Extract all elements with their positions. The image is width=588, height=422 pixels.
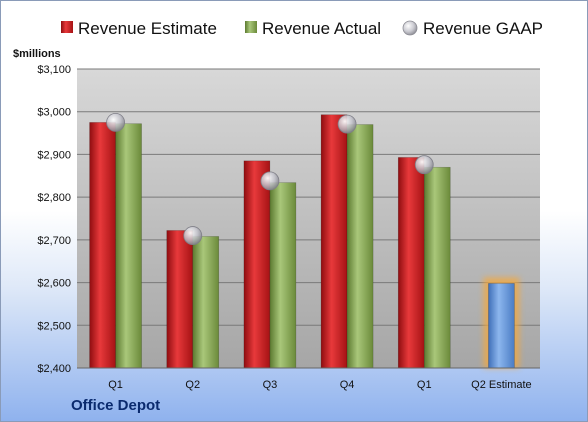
legend-label-revenue-estimate: Revenue Estimate: [78, 19, 217, 38]
x-tick-label: Q1: [417, 379, 432, 391]
x-tick-label: Q2: [185, 379, 200, 391]
y-tick-label: $2,600: [37, 278, 71, 290]
bars: [89, 114, 520, 369]
bar-revenue-estimate: [89, 122, 116, 369]
bar-revenue-actual: [423, 166, 451, 369]
bar-revenue-estimate: [243, 160, 271, 369]
gaap-markers: [106, 112, 434, 245]
plot-area: [77, 69, 540, 368]
y-axis-ticks: $2,400 $2,500 $2,600 $2,700 $2,800 $2,900 $3,0…: [37, 64, 71, 375]
bar-revenue-actual: [269, 182, 297, 369]
marker-revenue-gaap: [337, 114, 357, 134]
marker-revenue-gaap: [183, 226, 203, 245]
bar-revenue-actual: [346, 124, 374, 369]
y-tick-label: $2,900: [37, 149, 71, 161]
legend-swatch-revenue-estimate: [61, 21, 73, 33]
y-tick-label: $3,000: [37, 107, 71, 119]
marker-revenue-gaap: [106, 112, 125, 132]
y-tick-label: $2,500: [37, 320, 71, 332]
marker-revenue-gaap: [414, 155, 434, 175]
company-name: Office Depot: [71, 397, 161, 414]
x-tick-label: Q3: [263, 379, 278, 391]
x-tick-label: Q2 Estimate: [471, 379, 532, 391]
legend-swatch-revenue-actual: [245, 21, 257, 33]
bar-revenue-estimate: [397, 157, 425, 369]
y-tick-label: $3,100: [37, 64, 71, 76]
marker-revenue-gaap: [260, 171, 280, 191]
bar-revenue-estimate: [320, 114, 348, 369]
x-tick-label: Q1: [108, 379, 123, 391]
gridlines: [77, 68, 540, 326]
y-tick-label: $2,800: [37, 192, 71, 204]
bar-revenue-actual: [115, 123, 142, 369]
bar-q2-estimate: [488, 283, 515, 369]
legend-label-revenue-gaap: Revenue GAAP: [423, 19, 543, 38]
y-axis-label: $millions: [13, 48, 61, 60]
legend-swatch-revenue-gaap: [402, 20, 418, 36]
y-tick-label: $2,700: [37, 235, 71, 247]
x-tick-label: Q4: [340, 379, 355, 391]
x-axis-ticks: Q1 Q2 Q3 Q4 Q1 Q2 Estimate: [108, 379, 531, 391]
legend: Revenue Estimate Revenue Actual Revenue …: [61, 19, 543, 38]
bar-revenue-actual: [192, 236, 220, 369]
bar-revenue-estimate: [166, 230, 194, 369]
y-tick-label: $2,400: [37, 363, 71, 375]
legend-label-revenue-actual: Revenue Actual: [262, 19, 381, 38]
